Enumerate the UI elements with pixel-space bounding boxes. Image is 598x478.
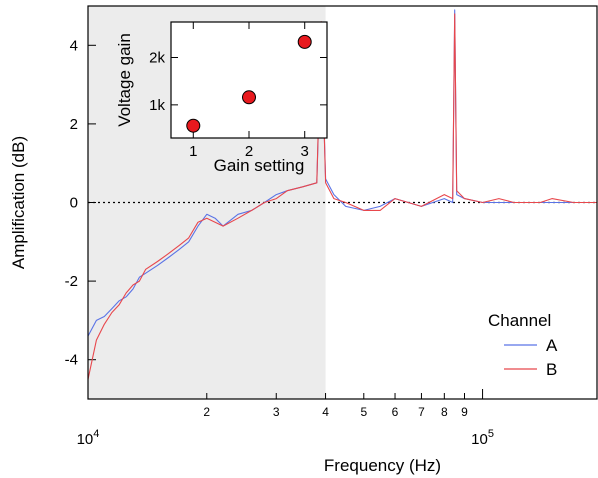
inset-x-tick-label: 1 xyxy=(189,143,197,160)
inset-y-axis-title: Voltage gain xyxy=(115,33,134,127)
x-minor-tick-label: 6 xyxy=(392,405,399,419)
y-axis-title: Amplification (dB) xyxy=(9,136,28,269)
series-lines xyxy=(87,9,597,380)
x-minor-tick-label: 4 xyxy=(322,405,329,419)
inset-x-axis-title: Gain setting xyxy=(214,156,305,175)
inset-ticks: 1 2 3 1k 2k xyxy=(149,22,327,160)
inset-y-tick-label: 2k xyxy=(149,50,165,67)
inset-data-point xyxy=(297,34,312,49)
x-major-tick-label: 105 xyxy=(471,428,494,448)
x-minor-tick-label: 7 xyxy=(418,405,425,419)
inset-x-tick-label: 3 xyxy=(301,143,309,160)
y-tick-label: 0 xyxy=(70,195,78,212)
inset-x-tick-label: 2 xyxy=(245,143,253,160)
series-line-b xyxy=(87,13,597,380)
y-axis-ticks: 4 2 0 -2 -4 xyxy=(65,37,96,369)
legend-label-a: A xyxy=(546,336,558,355)
x-minor-tick-label: 8 xyxy=(441,405,448,419)
y-tick-label: 4 xyxy=(70,37,78,54)
x-major-tick-label: 104 xyxy=(77,428,100,448)
inset-points xyxy=(186,34,312,133)
x-minor-tick-label: 2 xyxy=(203,405,210,419)
inset-data-point xyxy=(242,90,256,105)
x-axis-title: Frequency (Hz) xyxy=(324,456,441,475)
inset-frame xyxy=(170,21,328,139)
inset-chart: 1 2 3 1k 2k Gain setting Voltage gain xyxy=(115,21,328,175)
y-tick-label: -4 xyxy=(65,352,78,369)
x-minor-tick-label: 3 xyxy=(273,405,280,419)
legend-label-b: B xyxy=(546,360,557,379)
legend-title: Channel xyxy=(488,311,551,330)
inset-data-point xyxy=(186,118,201,133)
y-tick-label: -2 xyxy=(65,273,78,290)
x-minor-tick-label: 5 xyxy=(360,405,367,419)
y-tick-label: 2 xyxy=(70,116,78,133)
x-minor-tick-label: 9 xyxy=(461,405,468,419)
plot-frame xyxy=(87,5,598,400)
legend: Channel A B xyxy=(488,311,558,379)
inset-y-tick-label: 1k xyxy=(149,97,165,114)
